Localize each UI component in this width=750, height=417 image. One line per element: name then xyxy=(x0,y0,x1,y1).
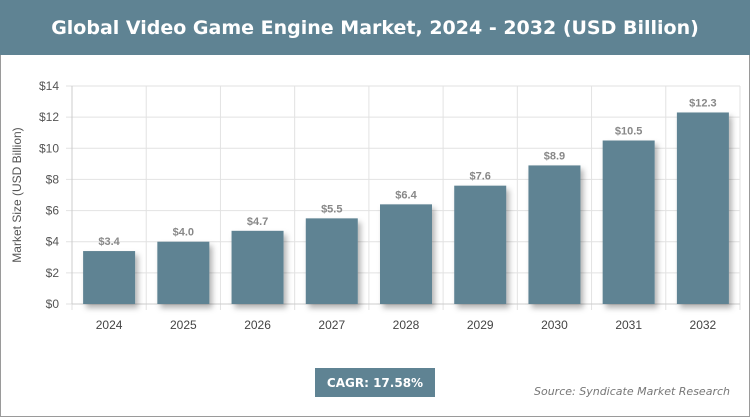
y-tick-label: $14 xyxy=(39,79,59,93)
data-label: $6.4 xyxy=(395,189,417,201)
bar-2030 xyxy=(528,165,581,304)
data-label: $3.4 xyxy=(98,236,120,248)
x-tick-label: 2025 xyxy=(170,318,197,332)
data-label: $10.5 xyxy=(615,126,643,138)
data-label: $8.9 xyxy=(544,150,565,162)
bar-2028 xyxy=(380,204,432,304)
bar-2027 xyxy=(305,218,358,304)
cagr-badge: CAGR: 17.58% xyxy=(315,368,435,397)
x-tick-label: 2031 xyxy=(615,318,642,332)
bar-2024 xyxy=(83,251,136,304)
data-label: $4.0 xyxy=(173,227,194,239)
bar-2031 xyxy=(602,140,655,304)
bar-2026 xyxy=(231,230,284,304)
y-tick-label: $12 xyxy=(39,110,59,124)
data-label: $7.6 xyxy=(470,171,491,183)
data-label: $5.5 xyxy=(321,203,342,215)
y-tick-label: $0 xyxy=(46,297,60,311)
y-tick-label: $4 xyxy=(46,235,60,249)
x-tick-label: 2032 xyxy=(690,318,717,332)
data-label: $4.7 xyxy=(247,216,268,228)
x-tick-label: 2024 xyxy=(96,318,123,332)
x-tick-label: 2029 xyxy=(467,318,494,332)
x-tick-label: 2027 xyxy=(318,318,345,332)
y-tick-label: $2 xyxy=(46,266,60,280)
bar-2029 xyxy=(454,185,507,304)
x-tick-label: 2026 xyxy=(244,318,271,332)
x-tick-label: 2030 xyxy=(541,318,568,332)
bar-2032 xyxy=(676,112,729,304)
bar-2025 xyxy=(157,241,210,304)
chart-title: Global Video Game Engine Market, 2024 - … xyxy=(0,0,750,55)
x-tick-label: 2028 xyxy=(393,318,420,332)
y-tick-label: $6 xyxy=(46,204,60,218)
source-note: Source: Syndicate Market Research xyxy=(534,385,730,398)
y-tick-label: $10 xyxy=(39,141,59,155)
data-label: $12.3 xyxy=(689,97,717,109)
y-tick-label: $8 xyxy=(46,172,60,186)
y-axis-title: Market Size (USD Billion) xyxy=(10,127,24,262)
